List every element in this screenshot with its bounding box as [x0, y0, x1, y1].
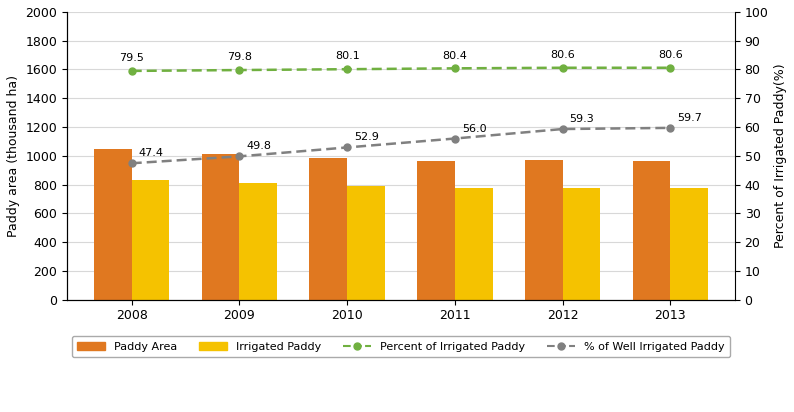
Text: 79.5: 79.5 — [119, 53, 145, 63]
Bar — [525, 160, 563, 300]
Bar — [417, 161, 455, 300]
Y-axis label: Paddy area (thousand ha): Paddy area (thousand ha) — [7, 75, 20, 237]
Text: 80.6: 80.6 — [658, 50, 683, 60]
Bar — [240, 183, 277, 300]
Text: 79.8: 79.8 — [227, 52, 252, 62]
Bar — [132, 180, 169, 300]
Bar — [310, 158, 347, 300]
Y-axis label: Percent of Irrigated Paddy(%): Percent of Irrigated Paddy(%) — [774, 63, 787, 248]
Text: 52.9: 52.9 — [354, 133, 379, 143]
Text: 56.0: 56.0 — [462, 124, 487, 133]
Bar — [563, 188, 600, 300]
Text: 80.1: 80.1 — [335, 52, 360, 61]
Text: 59.7: 59.7 — [677, 113, 702, 123]
Text: 80.4: 80.4 — [442, 51, 468, 61]
Bar — [347, 186, 385, 300]
Text: 47.4: 47.4 — [139, 148, 164, 158]
Legend: Paddy Area, Irrigated Paddy, Percent of Irrigated Paddy, % of Well Irrigated Pad: Paddy Area, Irrigated Paddy, Percent of … — [71, 336, 730, 357]
Text: 49.8: 49.8 — [246, 141, 272, 152]
Bar — [202, 154, 240, 300]
Text: 80.6: 80.6 — [550, 50, 575, 60]
Bar — [633, 161, 670, 300]
Bar — [670, 188, 708, 300]
Bar — [94, 149, 132, 300]
Text: 59.3: 59.3 — [569, 114, 594, 124]
Bar — [455, 188, 492, 300]
